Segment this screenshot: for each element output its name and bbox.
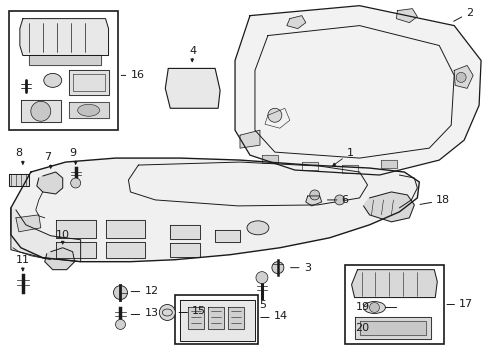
Circle shape	[115, 319, 125, 329]
Polygon shape	[208, 306, 224, 329]
Text: 13: 13	[144, 309, 158, 319]
Polygon shape	[29, 55, 101, 66]
Text: 15: 15	[192, 306, 206, 316]
Polygon shape	[453, 66, 472, 88]
Circle shape	[455, 72, 465, 82]
Text: 16: 16	[130, 71, 144, 80]
Polygon shape	[21, 100, 61, 122]
Polygon shape	[16, 215, 41, 232]
Bar	[344, 265, 443, 345]
Circle shape	[271, 262, 283, 274]
Text: 10: 10	[56, 230, 70, 240]
Polygon shape	[235, 6, 480, 175]
Text: 8: 8	[15, 148, 22, 158]
Polygon shape	[68, 102, 108, 118]
Text: 17: 17	[458, 298, 472, 309]
Polygon shape	[305, 196, 321, 206]
Polygon shape	[45, 248, 75, 270]
Ellipse shape	[246, 221, 268, 235]
Polygon shape	[351, 270, 436, 298]
Ellipse shape	[44, 73, 61, 87]
Polygon shape	[215, 230, 240, 242]
Circle shape	[309, 190, 319, 200]
Ellipse shape	[363, 302, 385, 314]
Polygon shape	[341, 165, 357, 173]
Text: 3: 3	[303, 263, 310, 273]
Text: 11: 11	[16, 255, 30, 265]
Polygon shape	[381, 160, 397, 168]
Polygon shape	[11, 158, 419, 262]
Polygon shape	[262, 155, 277, 163]
Text: 1: 1	[346, 148, 353, 158]
Polygon shape	[286, 15, 305, 28]
Text: 14: 14	[273, 311, 287, 321]
Circle shape	[31, 101, 51, 121]
Text: 5: 5	[259, 300, 266, 310]
Text: 19: 19	[355, 302, 369, 311]
Circle shape	[369, 302, 379, 312]
Polygon shape	[165, 68, 220, 108]
Polygon shape	[301, 162, 317, 170]
Circle shape	[255, 272, 267, 284]
Polygon shape	[170, 243, 200, 257]
Polygon shape	[56, 220, 95, 238]
Polygon shape	[9, 174, 29, 186]
Circle shape	[71, 178, 81, 188]
Polygon shape	[20, 19, 108, 55]
Text: 9: 9	[69, 148, 76, 158]
Bar	[9, 11, 118, 130]
Text: 2: 2	[465, 8, 472, 18]
Text: 18: 18	[435, 195, 449, 205]
Polygon shape	[396, 9, 416, 23]
Polygon shape	[180, 300, 254, 341]
Polygon shape	[240, 130, 260, 148]
Text: 4: 4	[189, 45, 196, 55]
Polygon shape	[11, 208, 81, 262]
Polygon shape	[37, 172, 62, 194]
Bar	[175, 294, 258, 345]
Circle shape	[113, 285, 127, 300]
Polygon shape	[363, 192, 413, 222]
Text: 12: 12	[144, 285, 158, 296]
Polygon shape	[188, 306, 203, 329]
Polygon shape	[227, 306, 244, 329]
Circle shape	[159, 305, 175, 320]
Polygon shape	[170, 225, 200, 239]
Polygon shape	[105, 242, 145, 258]
Circle shape	[334, 195, 344, 205]
Circle shape	[267, 108, 281, 122]
Polygon shape	[354, 318, 430, 339]
Text: 6: 6	[341, 195, 348, 205]
Text: 7: 7	[44, 152, 51, 162]
Polygon shape	[56, 242, 95, 258]
Polygon shape	[359, 321, 426, 336]
Ellipse shape	[78, 104, 100, 116]
Text: 20: 20	[355, 323, 369, 333]
Polygon shape	[68, 71, 108, 95]
Polygon shape	[105, 220, 145, 238]
